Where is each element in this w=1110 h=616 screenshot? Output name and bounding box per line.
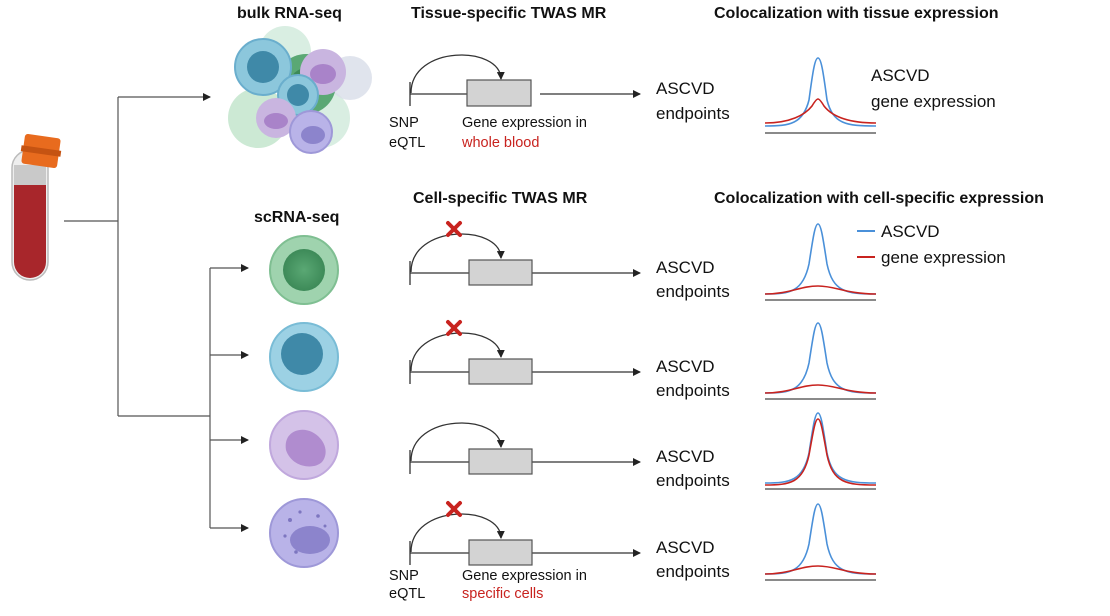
legend-gene-expression: gene expression <box>881 248 1006 267</box>
blood-tube-icon <box>11 134 62 281</box>
tissue-mr-row: SNP eQTL Gene expression in whole blood … <box>389 54 996 151</box>
ascvd-curve <box>764 503 877 575</box>
cell-mr-header: Cell-specific TWAS MR <box>413 190 588 207</box>
eqtl-label: eQTL <box>389 135 425 151</box>
tissue-legend-ascvd: ASCVD <box>871 66 930 85</box>
ascvd-curve <box>764 412 877 484</box>
whole-blood-label: whole blood <box>461 135 539 151</box>
snp-label: SNP <box>389 115 419 131</box>
outcome-label-2: endpoints <box>656 381 730 400</box>
snp-label-cells: SNP <box>389 568 419 584</box>
coloc-cell-header: Colocalization with cell-specific expres… <box>714 190 1044 207</box>
cell-mr-schematic <box>409 332 641 384</box>
cell-mr-schematic <box>409 422 641 474</box>
cell-mr-row: ASCVD endpoints <box>409 320 877 400</box>
gene-expression-curve <box>764 565 877 575</box>
gene-box <box>468 539 533 566</box>
blocked-cross-icon <box>446 501 462 517</box>
blocked-cross-icon <box>446 221 462 237</box>
gene-box <box>468 448 533 475</box>
gene-expression-label-cells: Gene expression in <box>462 568 587 584</box>
tissue-mr-header: Tissue-specific TWAS MR <box>411 5 607 22</box>
cell-coloc-plot <box>764 322 877 400</box>
outcome-label-2: endpoints <box>656 471 730 490</box>
gene-box <box>468 259 533 286</box>
cell-icon-granular <box>269 498 339 568</box>
cell-coloc-plot <box>764 503 877 581</box>
bulk-cell-cluster-icon <box>228 26 372 154</box>
legend-ascvd: ASCVD <box>881 222 940 241</box>
tissue-legend-gene: gene expression <box>871 92 996 111</box>
outcome-label: ASCVD <box>656 258 715 277</box>
tissue-coloc-plot <box>764 57 877 134</box>
outcome-label-2: endpoints <box>656 562 730 581</box>
specific-cells-label: specific cells <box>462 586 543 602</box>
outcome-label-2: endpoints <box>656 104 730 123</box>
gene-box <box>466 79 532 107</box>
cell-mr-row: ASCVD endpoints <box>409 412 877 490</box>
scrnaseq-header: scRNA-seq <box>254 209 339 226</box>
gene-expression-curve <box>764 384 877 394</box>
outcome-label: ASCVD <box>656 79 715 98</box>
outcome-label: ASCVD <box>656 357 715 376</box>
tree-connectors <box>64 93 249 532</box>
cell-mr-row: ASCVD endpoints <box>409 221 877 301</box>
cell-mr-row: ASCVD endpoints <box>409 501 877 581</box>
eqtl-label-cells: eQTL <box>389 586 425 602</box>
ascvd-curve <box>764 223 877 295</box>
ascvd-curve <box>764 57 877 127</box>
cell-icon-blue <box>269 322 339 392</box>
ascvd-curve <box>764 322 877 394</box>
gene-expression-curve <box>764 418 877 486</box>
outcome-label-2: endpoints <box>656 282 730 301</box>
outcome-label: ASCVD <box>656 447 715 466</box>
bulk-rnaseq-header: bulk RNA-seq <box>237 5 342 22</box>
cell-mr-schematic <box>409 513 641 565</box>
tissue-mr-schematic <box>409 54 641 106</box>
coloc-tissue-header: Colocalization with tissue expression <box>714 5 999 22</box>
blocked-cross-icon <box>446 320 462 336</box>
cell-icon-green <box>269 235 339 305</box>
gene-expression-curve <box>764 98 877 124</box>
gene-expression-label: Gene expression in <box>462 115 587 131</box>
gene-expression-curve <box>764 285 877 295</box>
cell-coloc-plot <box>764 412 877 490</box>
cell-coloc-plot <box>764 223 877 301</box>
cell-coloc-legend: ASCVD gene expression <box>857 222 1006 267</box>
outcome-label: ASCVD <box>656 538 715 557</box>
gene-box <box>468 358 533 385</box>
cell-icon-purple <box>269 410 339 480</box>
cell-mr-rows: ASCVD endpoints ASCVD endpoints ASCVD endpoin… <box>409 221 877 581</box>
cell-mr-schematic <box>409 233 641 285</box>
